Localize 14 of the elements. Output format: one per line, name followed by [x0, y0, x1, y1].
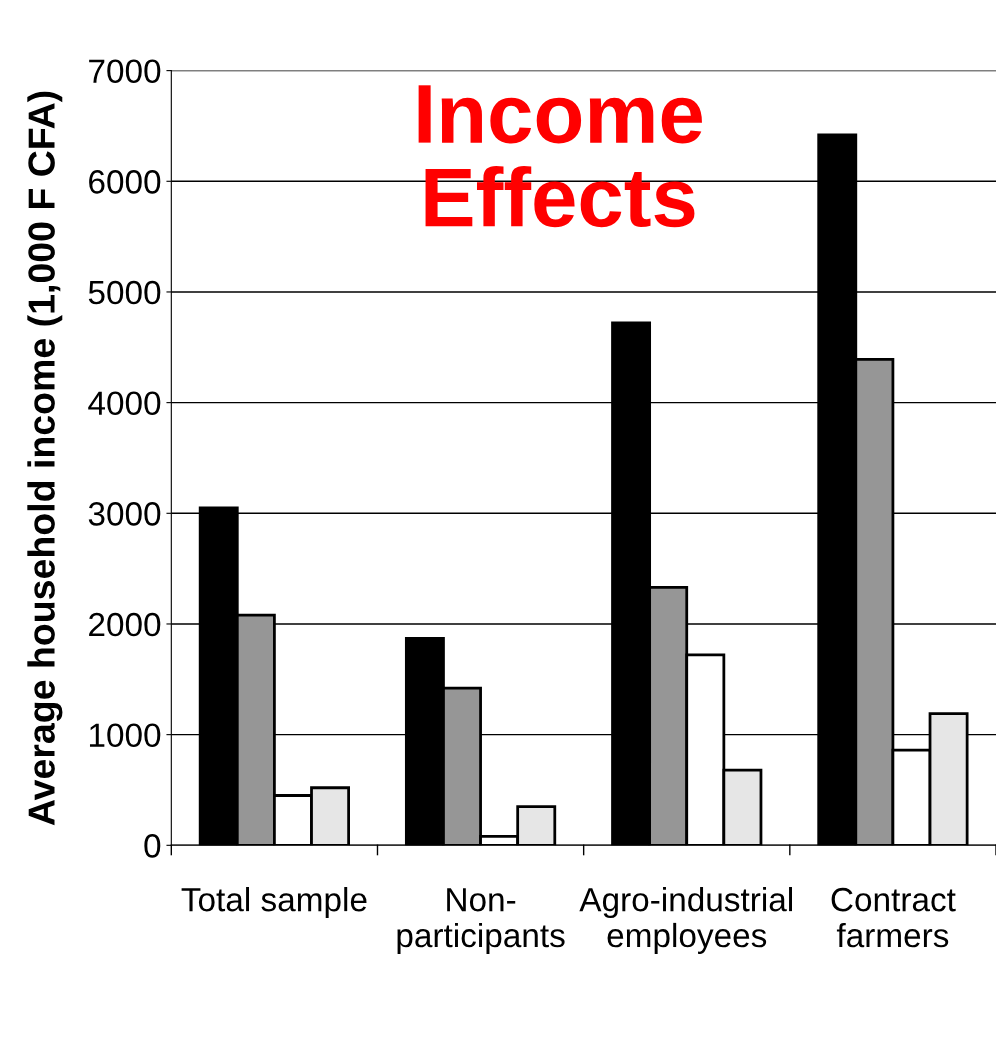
y-tick-label: 3000 [88, 502, 161, 526]
text: Income Effects [418, 85, 702, 228]
y-tick-label: 7000 [89, 59, 161, 84]
x-tick-label: Total sample [181, 886, 367, 919]
x-tick-label: Non- participants [397, 888, 565, 954]
y-tick-label: 6000 [89, 170, 161, 194]
y-tick-label: 2000 [89, 612, 161, 637]
x-tick-label: Contract farmers [831, 887, 956, 948]
y-tick-label: 1000 [89, 723, 161, 748]
y-axis-title: Average household income (1,000 F CFA) [27, 91, 63, 826]
y-tick-label: 0 [144, 834, 161, 858]
y-tick-label: 4000 [88, 391, 161, 416]
x-tick-label: Agro-industrial employees [579, 886, 792, 954]
y-tick-label: 5000 [88, 280, 161, 305]
